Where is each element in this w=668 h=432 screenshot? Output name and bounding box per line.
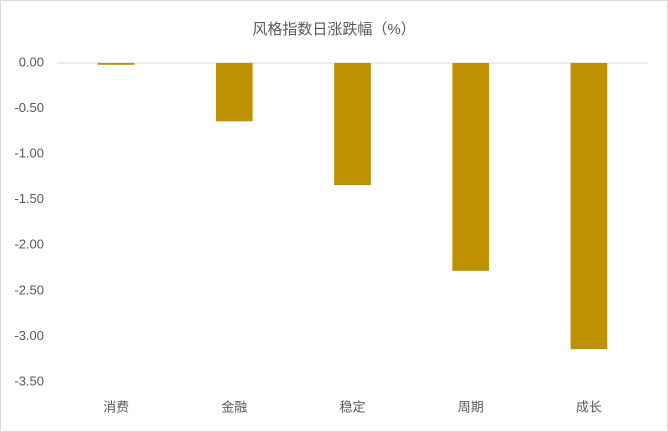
- bar: [215, 63, 253, 122]
- x-tick-label: 成长: [576, 399, 602, 414]
- y-tick-label: 0.00: [19, 54, 44, 69]
- bar: [97, 63, 135, 65]
- y-tick-label: -1.00: [14, 146, 44, 161]
- x-tick-label: 金融: [221, 399, 247, 414]
- bar: [452, 63, 490, 271]
- y-tick-label: -1.50: [14, 191, 44, 206]
- bar: [334, 63, 371, 186]
- x-tick-label: 消费: [103, 399, 129, 414]
- x-tick-label: 周期: [458, 399, 484, 414]
- chart-title: 风格指数日涨跌幅（%）: [252, 21, 415, 38]
- y-tick-label: -2.00: [14, 237, 44, 252]
- bar: [570, 63, 608, 350]
- y-tick-label: -0.50: [14, 100, 44, 115]
- y-tick-label: -3.50: [14, 373, 44, 388]
- y-tick-label: -3.00: [14, 328, 44, 343]
- y-tick-label: -2.50: [14, 282, 44, 297]
- x-tick-label: 稳定: [339, 399, 365, 414]
